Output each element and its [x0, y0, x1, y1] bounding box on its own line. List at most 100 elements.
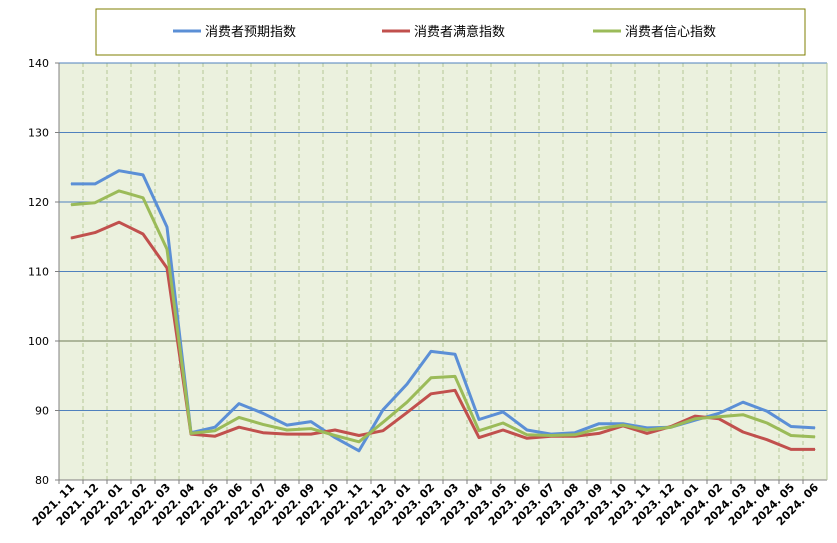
data-point: [742, 414, 744, 416]
data-point: [502, 429, 504, 431]
data-point: [790, 435, 792, 437]
data-point: [238, 416, 240, 418]
data-point: [718, 416, 720, 418]
data-point: [262, 412, 264, 414]
legend: 消费者预期指数 消费者满意指数 消费者信心指数: [95, 8, 806, 56]
data-point: [310, 428, 312, 430]
legend-box: [95, 8, 806, 56]
data-point: [430, 393, 432, 395]
data-point: [574, 434, 576, 436]
data-point: [502, 411, 504, 413]
data-point: [478, 419, 480, 421]
data-point: [598, 428, 600, 430]
data-point: [382, 430, 384, 432]
data-point: [694, 415, 696, 417]
data-point: [718, 418, 720, 420]
data-point: [454, 353, 456, 355]
data-point: [286, 424, 288, 426]
y-axis: 80 90 100 110 120 130 140: [28, 57, 59, 487]
data-point: [526, 429, 528, 431]
data-point: [70, 183, 72, 185]
data-point: [790, 425, 792, 427]
data-point: [94, 232, 96, 234]
y-tick-label: 110: [28, 266, 49, 279]
data-point: [166, 226, 168, 228]
data-point: [574, 432, 576, 434]
data-point: [214, 430, 216, 432]
y-tick-label: 120: [28, 196, 49, 209]
data-point: [646, 427, 648, 429]
data-point: [406, 412, 408, 414]
data-point: [814, 436, 816, 438]
data-point: [142, 174, 144, 176]
data-point: [142, 233, 144, 235]
data-point: [142, 197, 144, 199]
data-point: [622, 424, 624, 426]
y-tick-label: 80: [35, 474, 49, 487]
data-point: [550, 435, 552, 437]
data-point: [166, 248, 168, 250]
data-point: [94, 183, 96, 185]
data-point: [406, 383, 408, 385]
data-point: [766, 410, 768, 412]
data-point: [382, 409, 384, 411]
data-point: [814, 448, 816, 450]
data-point: [214, 435, 216, 437]
data-point: [670, 426, 672, 428]
data-point: [598, 423, 600, 425]
data-point: [262, 432, 264, 434]
data-point: [286, 433, 288, 435]
data-point: [70, 204, 72, 206]
data-point: [406, 401, 408, 403]
data-point: [118, 221, 120, 223]
data-point: [238, 426, 240, 428]
series-lines: [70, 169, 816, 453]
y-tick-label: 90: [35, 405, 49, 418]
legend-label-3: 消费者信心指数: [625, 25, 716, 40]
data-point: [742, 431, 744, 433]
data-point: [334, 429, 336, 431]
data-point: [118, 190, 120, 192]
data-point: [70, 237, 72, 239]
legend-label-1: 消费者预期指数: [205, 25, 296, 40]
data-point: [478, 430, 480, 432]
data-point: [94, 202, 96, 204]
y-tick-label: 130: [28, 127, 49, 140]
data-point: [214, 426, 216, 428]
data-point: [310, 421, 312, 423]
data-point: [358, 435, 360, 437]
data-point: [310, 433, 312, 435]
y-tick-label: 140: [28, 57, 49, 70]
data-point: [358, 441, 360, 443]
series-line-3: [70, 189, 816, 444]
data-point: [430, 377, 432, 379]
data-point: [502, 422, 504, 424]
data-point: [766, 439, 768, 441]
data-point: [718, 412, 720, 414]
data-point: [430, 350, 432, 352]
data-point: [526, 434, 528, 436]
data-point: [766, 422, 768, 424]
data-point: [742, 401, 744, 403]
data-point: [814, 427, 816, 429]
data-point: [646, 429, 648, 431]
data-point: [190, 432, 192, 434]
data-point: [286, 429, 288, 431]
data-point: [358, 450, 360, 452]
data-point: [478, 437, 480, 439]
data-point: [454, 389, 456, 391]
data-point: [526, 437, 528, 439]
data-point: [334, 437, 336, 439]
legend-label-2: 消费者满意指数: [414, 24, 505, 40]
data-point: [790, 448, 792, 450]
data-point: [382, 421, 384, 423]
data-point: [598, 432, 600, 434]
data-point: [118, 170, 120, 172]
data-point: [238, 403, 240, 405]
data-point: [694, 418, 696, 420]
data-point: [262, 423, 264, 425]
data-point: [646, 432, 648, 434]
data-point: [334, 435, 336, 437]
